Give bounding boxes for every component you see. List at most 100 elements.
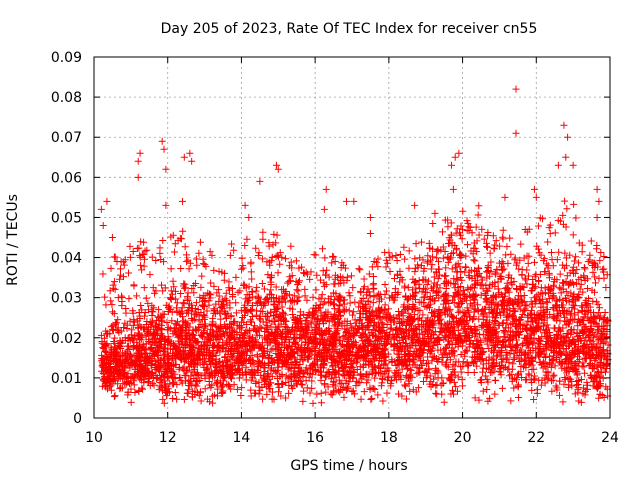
data-point bbox=[274, 304, 282, 312]
data-point bbox=[102, 341, 110, 349]
data-point bbox=[123, 342, 131, 350]
data-point bbox=[398, 319, 406, 327]
data-point bbox=[223, 340, 231, 348]
data-point bbox=[221, 353, 229, 361]
data-point bbox=[346, 299, 354, 307]
data-point bbox=[348, 352, 356, 360]
data-point bbox=[474, 344, 482, 352]
data-point bbox=[475, 315, 483, 323]
data-point bbox=[148, 370, 156, 378]
data-point bbox=[293, 326, 301, 334]
data-point bbox=[337, 311, 345, 319]
data-point bbox=[552, 382, 560, 390]
data-point bbox=[590, 315, 598, 323]
data-point bbox=[427, 316, 435, 324]
data-point bbox=[145, 378, 153, 386]
data-point bbox=[205, 355, 213, 363]
data-point bbox=[197, 343, 205, 351]
data-point bbox=[534, 322, 542, 330]
data-point bbox=[370, 293, 378, 301]
data-point bbox=[196, 293, 204, 301]
data-point bbox=[343, 338, 351, 346]
data-point bbox=[101, 348, 109, 356]
data-point bbox=[543, 375, 551, 383]
data-point bbox=[491, 377, 499, 385]
data-point bbox=[388, 356, 396, 364]
data-point bbox=[395, 308, 403, 316]
data-point bbox=[522, 276, 530, 284]
data-point bbox=[126, 317, 134, 325]
data-point bbox=[404, 365, 412, 373]
data-point bbox=[489, 309, 497, 317]
data-point bbox=[523, 280, 531, 288]
data-point bbox=[478, 276, 486, 284]
data-point bbox=[262, 324, 270, 332]
data-point bbox=[216, 309, 224, 317]
data-point bbox=[511, 307, 519, 315]
data-point bbox=[455, 332, 463, 340]
data-point bbox=[597, 363, 605, 371]
data-point bbox=[528, 386, 536, 394]
data-point bbox=[382, 263, 390, 271]
data-point bbox=[438, 358, 446, 366]
data-point bbox=[141, 312, 149, 320]
data-point bbox=[148, 253, 156, 261]
data-point bbox=[479, 387, 487, 395]
data-point bbox=[412, 240, 420, 248]
data-point bbox=[452, 288, 460, 296]
data-point bbox=[300, 269, 308, 277]
data-point bbox=[482, 365, 490, 373]
data-point bbox=[595, 309, 603, 317]
data-point bbox=[590, 363, 598, 371]
data-point bbox=[555, 303, 563, 311]
data-point bbox=[430, 273, 438, 281]
data-point bbox=[267, 366, 275, 374]
data-point bbox=[357, 353, 365, 361]
data-point bbox=[355, 317, 363, 325]
data-point bbox=[563, 254, 571, 262]
data-point bbox=[244, 299, 252, 307]
data-point bbox=[563, 205, 571, 213]
data-point bbox=[192, 327, 200, 335]
data-point bbox=[588, 351, 596, 359]
data-point bbox=[595, 394, 603, 402]
data-point bbox=[485, 331, 493, 339]
data-point bbox=[114, 326, 122, 334]
data-point bbox=[593, 241, 601, 249]
data-point bbox=[320, 359, 328, 367]
data-point bbox=[550, 305, 558, 313]
data-point bbox=[167, 287, 175, 295]
data-point bbox=[191, 335, 199, 343]
data-point bbox=[474, 211, 482, 219]
data-point bbox=[374, 362, 382, 370]
data-point bbox=[491, 390, 499, 398]
data-point bbox=[565, 308, 573, 316]
data-point bbox=[432, 381, 440, 389]
data-point bbox=[312, 251, 320, 259]
data-point bbox=[530, 258, 538, 266]
data-point bbox=[210, 282, 218, 290]
data-point bbox=[596, 358, 604, 366]
data-point bbox=[98, 351, 106, 359]
data-point bbox=[264, 370, 272, 378]
data-point bbox=[109, 281, 117, 289]
data-point bbox=[164, 307, 172, 315]
data-point bbox=[598, 354, 606, 362]
data-point bbox=[428, 357, 436, 365]
data-point bbox=[447, 231, 455, 239]
data-point bbox=[134, 324, 142, 332]
data-point bbox=[523, 336, 531, 344]
data-point bbox=[221, 331, 229, 339]
data-point bbox=[226, 304, 234, 312]
data-point bbox=[437, 346, 445, 354]
data-point bbox=[317, 389, 325, 397]
data-point bbox=[381, 280, 389, 288]
data-point bbox=[583, 285, 591, 293]
data-point bbox=[198, 272, 206, 280]
data-point bbox=[355, 265, 363, 273]
data-point bbox=[208, 321, 216, 329]
data-point bbox=[596, 304, 604, 312]
data-point bbox=[298, 381, 306, 389]
data-point bbox=[434, 275, 442, 283]
data-point bbox=[137, 261, 145, 269]
